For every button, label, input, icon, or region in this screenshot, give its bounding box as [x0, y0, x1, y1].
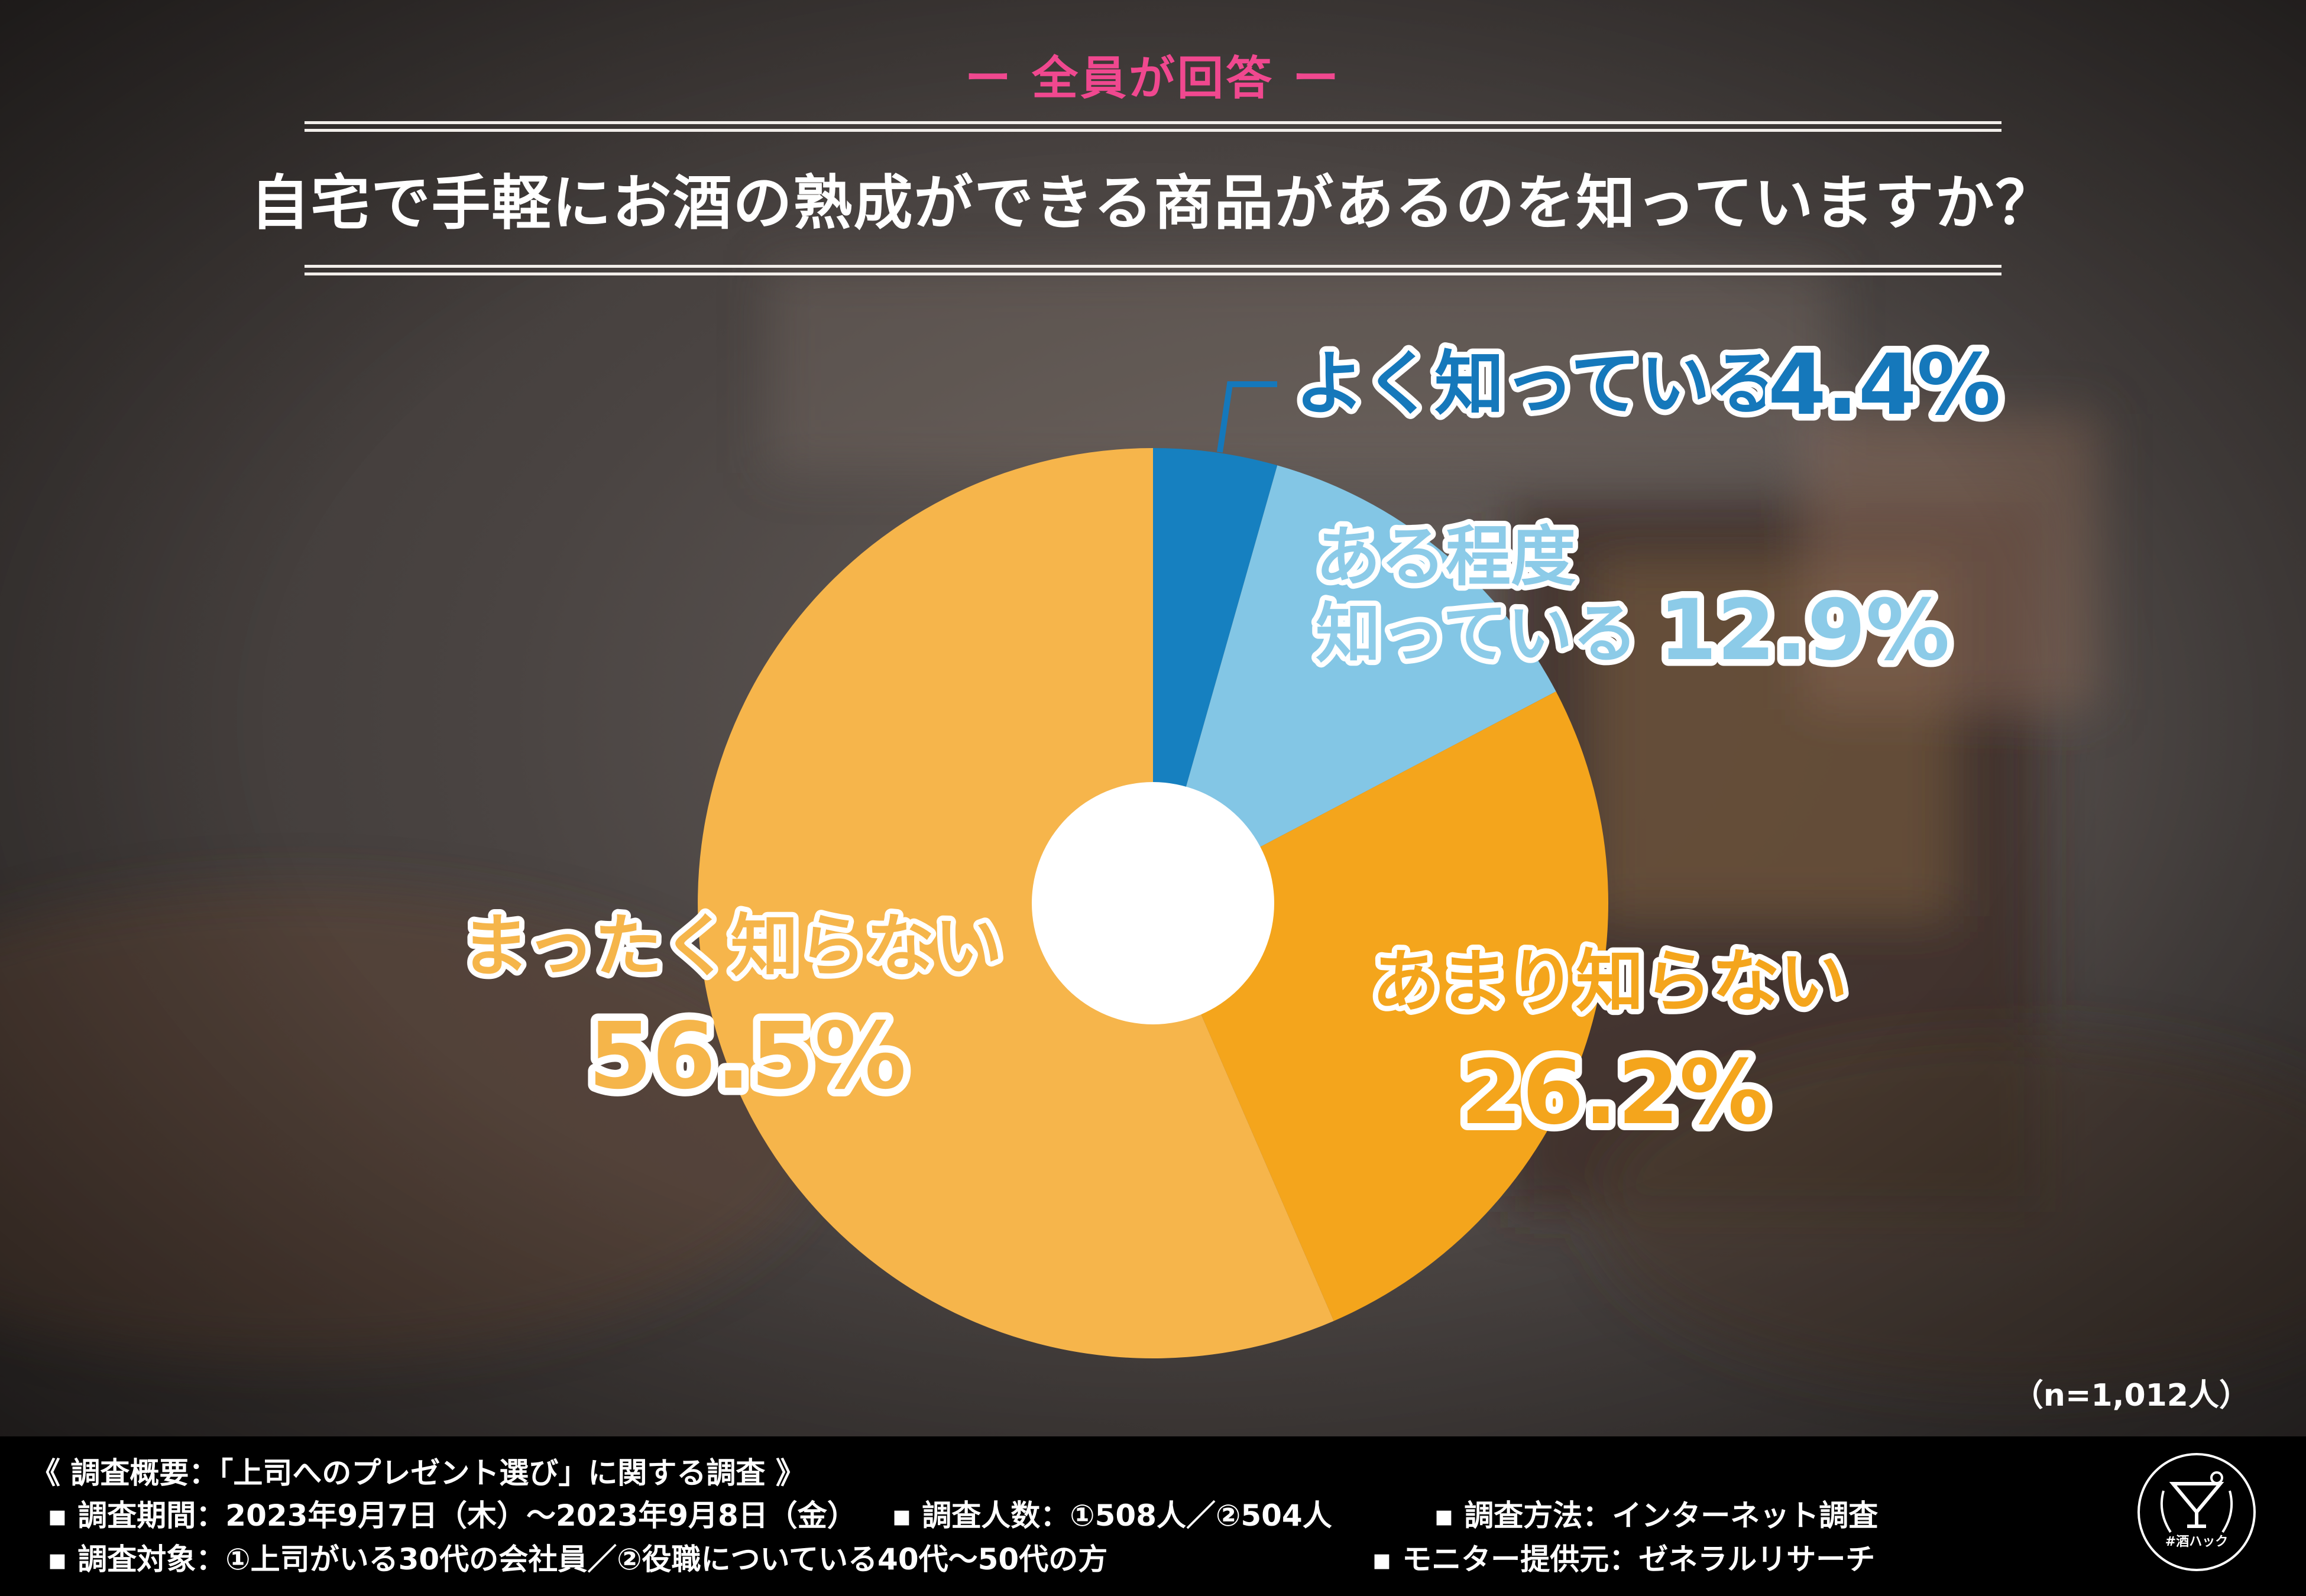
survey-target: ▪ 調査対象：①上司がいる30代の会社員／②役職についている40代～50代の方: [47, 1542, 1108, 1576]
cocktail-glass-icon: [2160, 1471, 2233, 1533]
category-label-somewhat-known: ある程度: [1316, 519, 1576, 595]
bottom-rule-1: [305, 265, 2001, 268]
survey-count: ▪ 調査人数：①508人／②504人: [892, 1498, 1332, 1533]
survey-footer: 《 調査概要：「上司へのプレゼント選び」に関する調査 》 ▪ 調査期間：2023…: [0, 1436, 2306, 1596]
sample-size: （n=1,012人）: [2012, 1378, 2250, 1413]
respondent-tag: ー 全員が回答 ー: [964, 52, 1342, 105]
survey-title: 《 調査概要：「上司へのプレゼント選び」に関する調査 》: [31, 1456, 805, 1490]
value-label-somewhat-known: 12.9%: [1659, 582, 1950, 679]
value-label-well-known: 4.4%: [1768, 336, 2001, 434]
logo-text: #酒ハック: [2165, 1535, 2229, 1549]
survey-provider: ▪ モニター提供元：ゼネラルリサーチ: [1372, 1542, 1876, 1576]
value-label-not-known: 56.5%: [588, 1003, 906, 1110]
brand-logo: #酒ハック: [2137, 1453, 2256, 1571]
top-rule-2: [305, 129, 2001, 132]
top-rule-1: [305, 121, 2001, 124]
category-label-somewhat-known: 知っている: [1316, 596, 1638, 672]
background-photo: [0, 0, 2306, 1436]
slice-somewhat-known: [1153, 465, 1556, 903]
donut-hole: [1032, 782, 1274, 1024]
category-label-little-known: あまり知らない: [1372, 942, 1848, 1021]
slice-not-known: [698, 448, 1334, 1358]
bottom-rule-2: [305, 273, 2001, 275]
leader-line: [1217, 381, 1277, 453]
slice-little-known: [1153, 691, 1609, 1321]
category-label-not-known: まったく知らない: [461, 907, 1002, 986]
question-title: 自宅で手軽にお酒の熟成ができる商品があるのを知っていますか？: [250, 168, 2056, 238]
survey-period: ▪ 調査期間：2023年9月7日（木）～2023年9月8日（金）: [47, 1498, 857, 1533]
value-label-little-known: 26.2%: [1460, 1042, 1768, 1144]
survey-method: ▪ 調査方法：インターネット調査: [1434, 1498, 1879, 1533]
category-label-well-known: よく知っている: [1295, 343, 1780, 424]
